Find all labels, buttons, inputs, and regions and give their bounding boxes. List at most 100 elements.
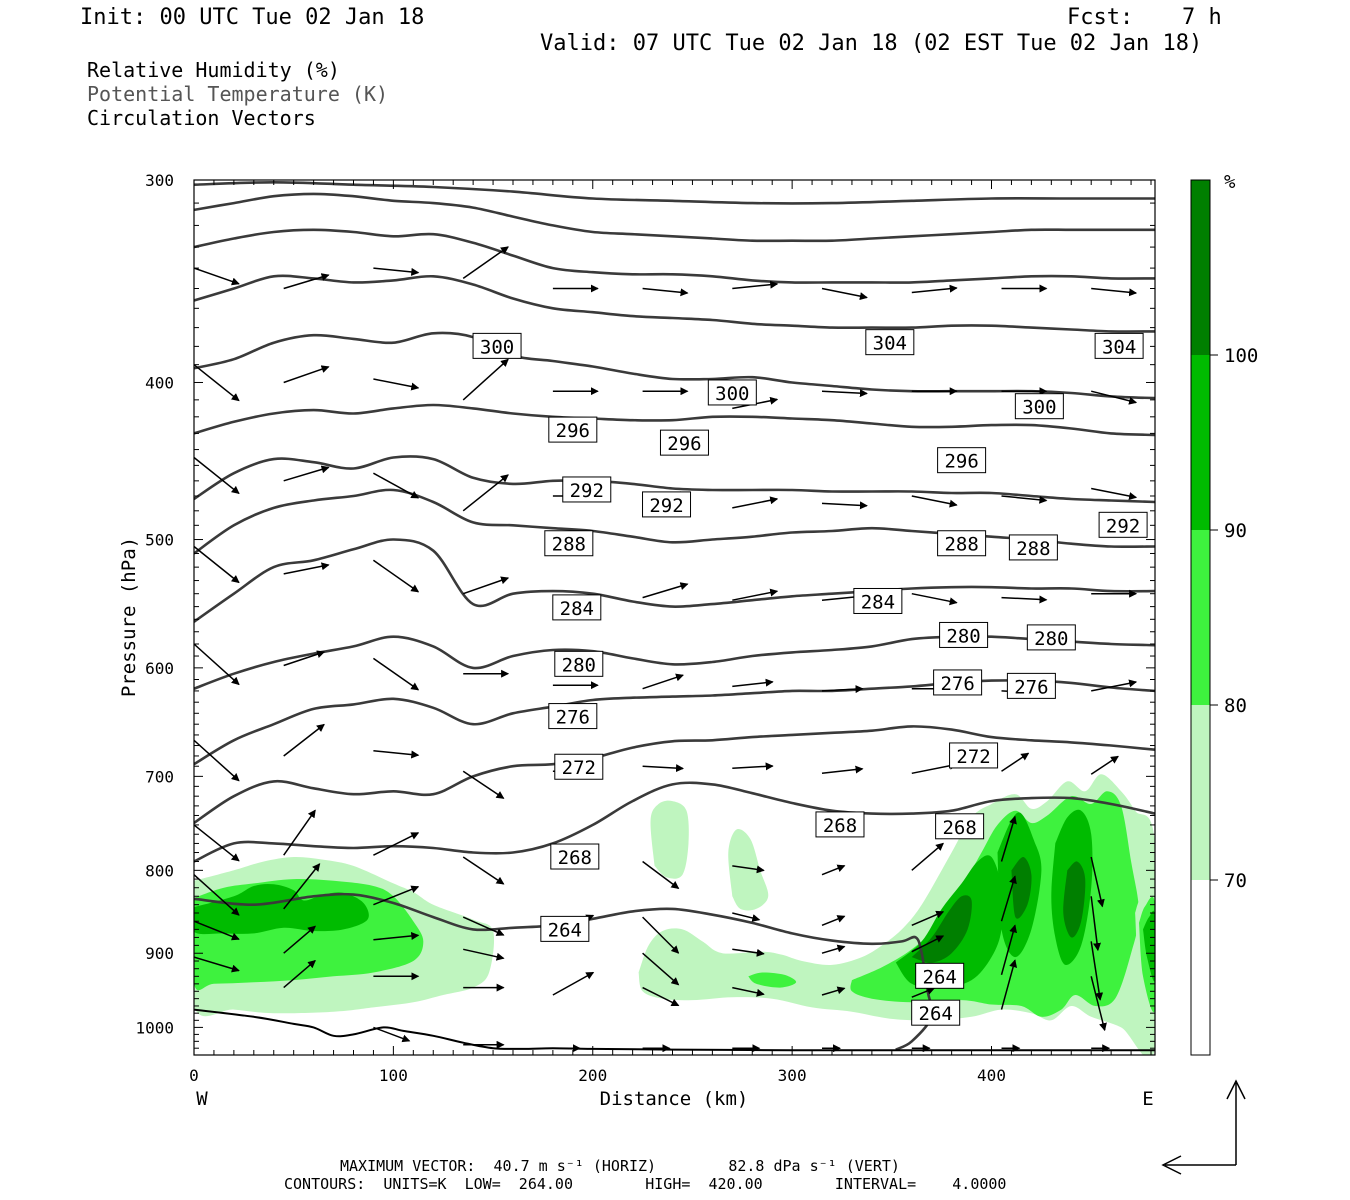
y-tick-label: 900	[145, 944, 174, 963]
circulation-vector	[1000, 959, 1018, 1010]
footer-max-vector: MAXIMUM VECTOR: 40.7 m s⁻¹ (HORIZ) 82.8 …	[340, 1157, 900, 1175]
contour-label: 264	[540, 915, 590, 942]
y-tick-label: 600	[145, 659, 174, 678]
circulation-vector	[821, 389, 868, 398]
circulation-vector	[373, 885, 420, 906]
reference-vector-icon	[1161, 1079, 1246, 1175]
circulation-vector	[283, 959, 316, 989]
contour-label: 272	[949, 742, 999, 769]
field-relative-humidity: Relative Humidity (%)	[87, 58, 340, 82]
contour-label-text: 268	[942, 817, 976, 839]
circulation-vector	[732, 948, 765, 957]
colorbar-frame	[1190, 179, 1211, 1056]
circulation-vector	[732, 496, 779, 509]
circulation-vector	[194, 874, 240, 916]
circulation-vector	[283, 723, 325, 757]
circulation-vector	[552, 971, 595, 996]
colorbar-segment	[1191, 180, 1210, 355]
contour-label-text: 288	[944, 534, 978, 556]
circulation-vector	[821, 765, 864, 775]
axis-ticks	[193, 179, 1155, 1056]
contour-label-text: 292	[570, 480, 604, 502]
rh-region-100	[1063, 861, 1086, 938]
circulation-vector	[732, 678, 774, 688]
circulation-vector	[194, 956, 240, 973]
circulation-vector	[1001, 595, 1048, 604]
contour-label: 296	[659, 429, 709, 456]
axis-text: 0 100 200 300 400 300 400 500 600 700 800 900 1000	[135, 171, 1005, 1085]
contour-label-text: 280	[1034, 628, 1068, 650]
circulation-vector	[462, 246, 509, 280]
circulation-vector	[462, 576, 510, 595]
contour-label-text: 292	[1106, 515, 1140, 537]
contour-label-text: 304	[1102, 336, 1136, 358]
rh-region-70	[650, 800, 689, 879]
contour-label: 280	[1026, 624, 1076, 651]
isentrope-268	[194, 781, 1155, 863]
surface-line	[194, 1008, 1155, 1052]
contour-label: 264	[915, 962, 965, 989]
contour-label-text: 280	[562, 654, 596, 676]
circulation-vector	[732, 986, 765, 997]
colorbar-unit: %	[1224, 171, 1236, 193]
circulation-vector	[821, 287, 868, 301]
isentrope-292	[194, 455, 1155, 504]
circulation-vector	[911, 592, 958, 606]
y-tick-label: 500	[145, 531, 174, 550]
relative-humidity-fill	[194, 774, 1155, 1055]
field-potential-temperature: Potential Temperature (K)	[87, 82, 389, 106]
valid-time: Valid: 07 UTC Tue 02 Jan 18 (02 EST Tue …	[540, 31, 1203, 56]
circulation-vector	[1090, 755, 1119, 775]
circulation-vector	[1090, 856, 1105, 908]
circulation-vector	[462, 474, 509, 512]
contour-label-text: 288	[1016, 538, 1050, 560]
contour-label: 288	[1008, 534, 1058, 561]
y-tick-label: 300	[145, 171, 174, 190]
circulation-vector	[821, 986, 846, 996]
isentrope-300	[194, 331, 1155, 400]
contour-label: 296	[937, 447, 987, 474]
contour-label-text: 276	[940, 673, 974, 695]
circulation-vector	[642, 952, 680, 986]
circulation-vector	[373, 267, 420, 276]
circulation-vector	[373, 1026, 411, 1043]
contour-label: 276	[548, 703, 598, 730]
circulation-vector	[194, 456, 240, 495]
contour-label: 280	[554, 650, 604, 677]
circulation-vector	[373, 750, 420, 759]
x-tick-label: 0	[189, 1066, 199, 1085]
isentrope-280	[194, 635, 1155, 690]
circulation-vector	[1091, 390, 1138, 405]
circulation-vector	[194, 643, 240, 686]
contour-label: 292	[562, 476, 612, 503]
plot-frame	[193, 179, 1156, 1056]
contour-label-text: 272	[956, 746, 990, 768]
isentrope-contours	[194, 180, 1155, 1052]
contour-label-text: 264	[919, 1003, 953, 1025]
circulation-vector	[1090, 976, 1107, 1032]
circulation-vector	[642, 860, 680, 890]
contour-label: 268	[550, 843, 600, 870]
contour-label: 276	[933, 669, 983, 696]
circulation-vector	[1000, 924, 1018, 975]
isentrope-296	[194, 403, 1155, 437]
contour-label: 264	[911, 999, 961, 1026]
circulation-vector	[642, 916, 680, 954]
contour-label: 300	[472, 332, 522, 359]
circulation-vector	[732, 588, 779, 601]
circulation-vector	[462, 916, 505, 936]
circulation-vector	[911, 284, 958, 294]
circulation-vector	[821, 685, 864, 694]
circulation-vector	[373, 932, 420, 941]
circulation-vector	[1001, 495, 1048, 504]
contour-label-text: 304	[873, 333, 907, 355]
contour-label: 300	[1014, 393, 1064, 420]
contour-label-text: 276	[556, 707, 590, 729]
circulation-vector	[194, 824, 240, 862]
contour-label-text: 300	[1022, 397, 1056, 419]
x-tick-label: 100	[379, 1066, 408, 1085]
circulation-vector	[911, 495, 958, 508]
circulation-vector	[194, 739, 240, 782]
contour-label-text: 296	[667, 433, 701, 455]
contour-labels: 300 304 304 300 300 296 296 296 292 292 292 288 288 2…	[472, 329, 1148, 1026]
